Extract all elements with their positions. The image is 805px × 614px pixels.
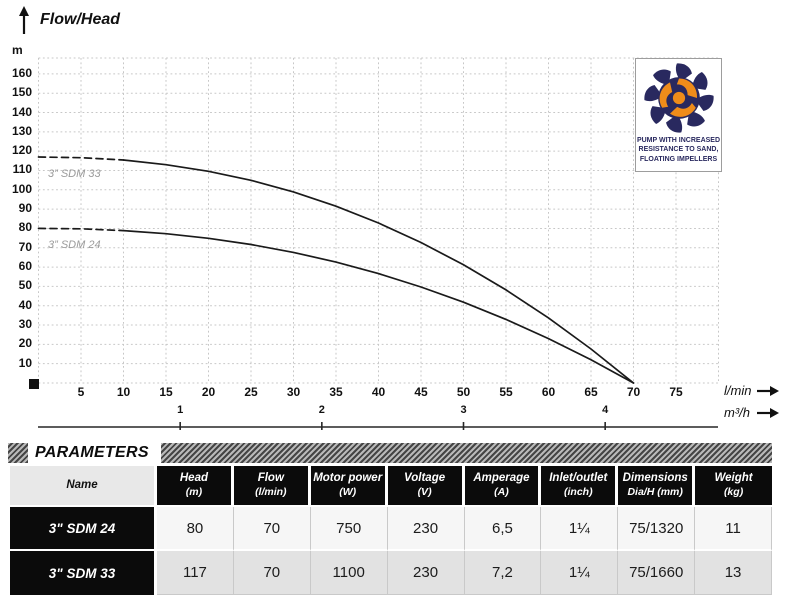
- x-axis-unit-m3h: m³/h: [724, 405, 750, 420]
- x-tick-label: 70: [626, 385, 641, 399]
- x-axis-unit-lmin: l/min: [724, 383, 752, 398]
- y-tick-label: 150: [11, 85, 32, 100]
- column-header: Weight (kg): [695, 466, 772, 507]
- value-cell: 1¼: [541, 507, 619, 551]
- value-cell: 7,2: [464, 551, 542, 595]
- y-tick-label: 40: [18, 297, 32, 312]
- x-tick-label: 45: [414, 385, 428, 399]
- column-header: Amperage (A): [464, 466, 542, 507]
- value-cell: 1¼: [541, 551, 619, 595]
- column-header: Dimensions Dia/H (mm): [618, 466, 696, 507]
- x-tick-label: 10: [116, 385, 131, 399]
- value-cell: 11: [695, 507, 772, 551]
- y-tick-label: 90: [18, 201, 32, 216]
- badge-caption-line: PUMP WITH INCREASED: [636, 137, 721, 144]
- y-tick-label: 120: [11, 143, 32, 158]
- badge-caption-line: FLOATING IMPELLERS: [639, 155, 718, 163]
- value-cell: 750: [310, 507, 388, 551]
- x-tick-label: 30: [286, 385, 301, 399]
- value-cell: 70: [233, 507, 311, 551]
- arrow-right-icon: [757, 384, 779, 396]
- flow-head-chart: Flow/Head m 10 20 30 40 50 60 70 80 90 100 110 120 1…: [11, 6, 779, 430]
- y-tick-label: 140: [11, 104, 32, 119]
- y-tick-label: 110: [12, 162, 32, 177]
- y-tick-label: 80: [18, 220, 32, 235]
- y-tick-label: 130: [11, 123, 32, 138]
- x-tick-label: 75: [669, 385, 683, 399]
- badge-caption-line: RESISTANCE TO SAND,: [638, 146, 719, 154]
- x-tick-label: 40: [371, 385, 386, 399]
- row-name-cell: 3" SDM 24: [10, 507, 157, 551]
- x-tick-label: 15: [159, 385, 173, 399]
- value-cell: 75/1660: [618, 551, 696, 595]
- x-tick-label: 5: [77, 385, 85, 399]
- x-tick-label: 20: [201, 385, 216, 399]
- column-header: Name: [10, 466, 157, 507]
- x2-tick-label: 3: [460, 404, 467, 416]
- chart-title: Flow/Head: [40, 11, 121, 28]
- y-tick-label: 160: [11, 65, 32, 80]
- value-cell: 13: [695, 551, 772, 595]
- impeller-icon: [643, 63, 714, 133]
- curve-label-sdm24: 3” SDM 24: [48, 239, 101, 251]
- y-tick-label: 20: [18, 336, 32, 351]
- parameters-heading-box: PARAMETERS: [28, 443, 161, 463]
- y-tick-label: 50: [18, 278, 32, 293]
- parameters-heading: PARAMETERS: [35, 444, 149, 461]
- column-header: Head (m): [157, 466, 234, 507]
- x-tick-label: 60: [541, 385, 556, 399]
- sand-resistance-badge: PUMP WITH INCREASED RESISTANCE TO SAND, …: [635, 58, 722, 172]
- value-cell: 230: [387, 507, 465, 551]
- y-tick-label: 60: [18, 259, 32, 274]
- x2-tick-label: 2: [318, 404, 325, 416]
- y-tick-label: 70: [18, 239, 32, 254]
- y-axis-unit: m: [12, 43, 23, 57]
- y-tick-label: 30: [18, 317, 32, 332]
- y-tick-label: 10: [18, 355, 32, 370]
- x-tick-label: 65: [584, 385, 598, 399]
- x-tick-label: 25: [244, 385, 258, 399]
- x-tick-label: 55: [499, 385, 513, 399]
- parameters-table: Name Head (m) Flow (l/min) Motor power (W) Volt…: [10, 466, 772, 595]
- y-tick-label: 100: [11, 181, 32, 196]
- x-tick-label: 50: [456, 385, 471, 399]
- badge-caption: PUMP WITH INCREASED RESISTANCE TO SAND, …: [637, 136, 720, 164]
- value-cell: 70: [233, 551, 311, 595]
- value-cell: 1100: [310, 551, 388, 595]
- row-name-cell: 3" SDM 33: [10, 551, 157, 595]
- x2-tick-label: 1: [177, 404, 184, 416]
- parameters-heading-band: PARAMETERS: [8, 443, 772, 463]
- column-header: Motor power (W): [310, 466, 388, 507]
- hatch-stripe-left: [8, 443, 28, 463]
- hatch-stripe-right: [160, 443, 772, 463]
- x-tick-label: 35: [329, 385, 343, 399]
- value-cell: 117: [157, 551, 234, 595]
- column-header: Voltage (V): [387, 466, 465, 507]
- arrow-up-icon: [18, 6, 30, 34]
- column-header: Flow (l/min): [233, 466, 311, 507]
- arrow-right-icon: [757, 406, 779, 418]
- curve-label-sdm33: 3” SDM 33: [48, 168, 101, 180]
- x2-tick-label: 4: [602, 404, 609, 416]
- value-cell: 75/1320: [618, 507, 696, 551]
- value-cell: 80: [157, 507, 234, 551]
- value-cell: 230: [387, 551, 465, 595]
- value-cell: 6,5: [464, 507, 542, 551]
- column-header: Inlet/outlet (inch): [541, 466, 619, 507]
